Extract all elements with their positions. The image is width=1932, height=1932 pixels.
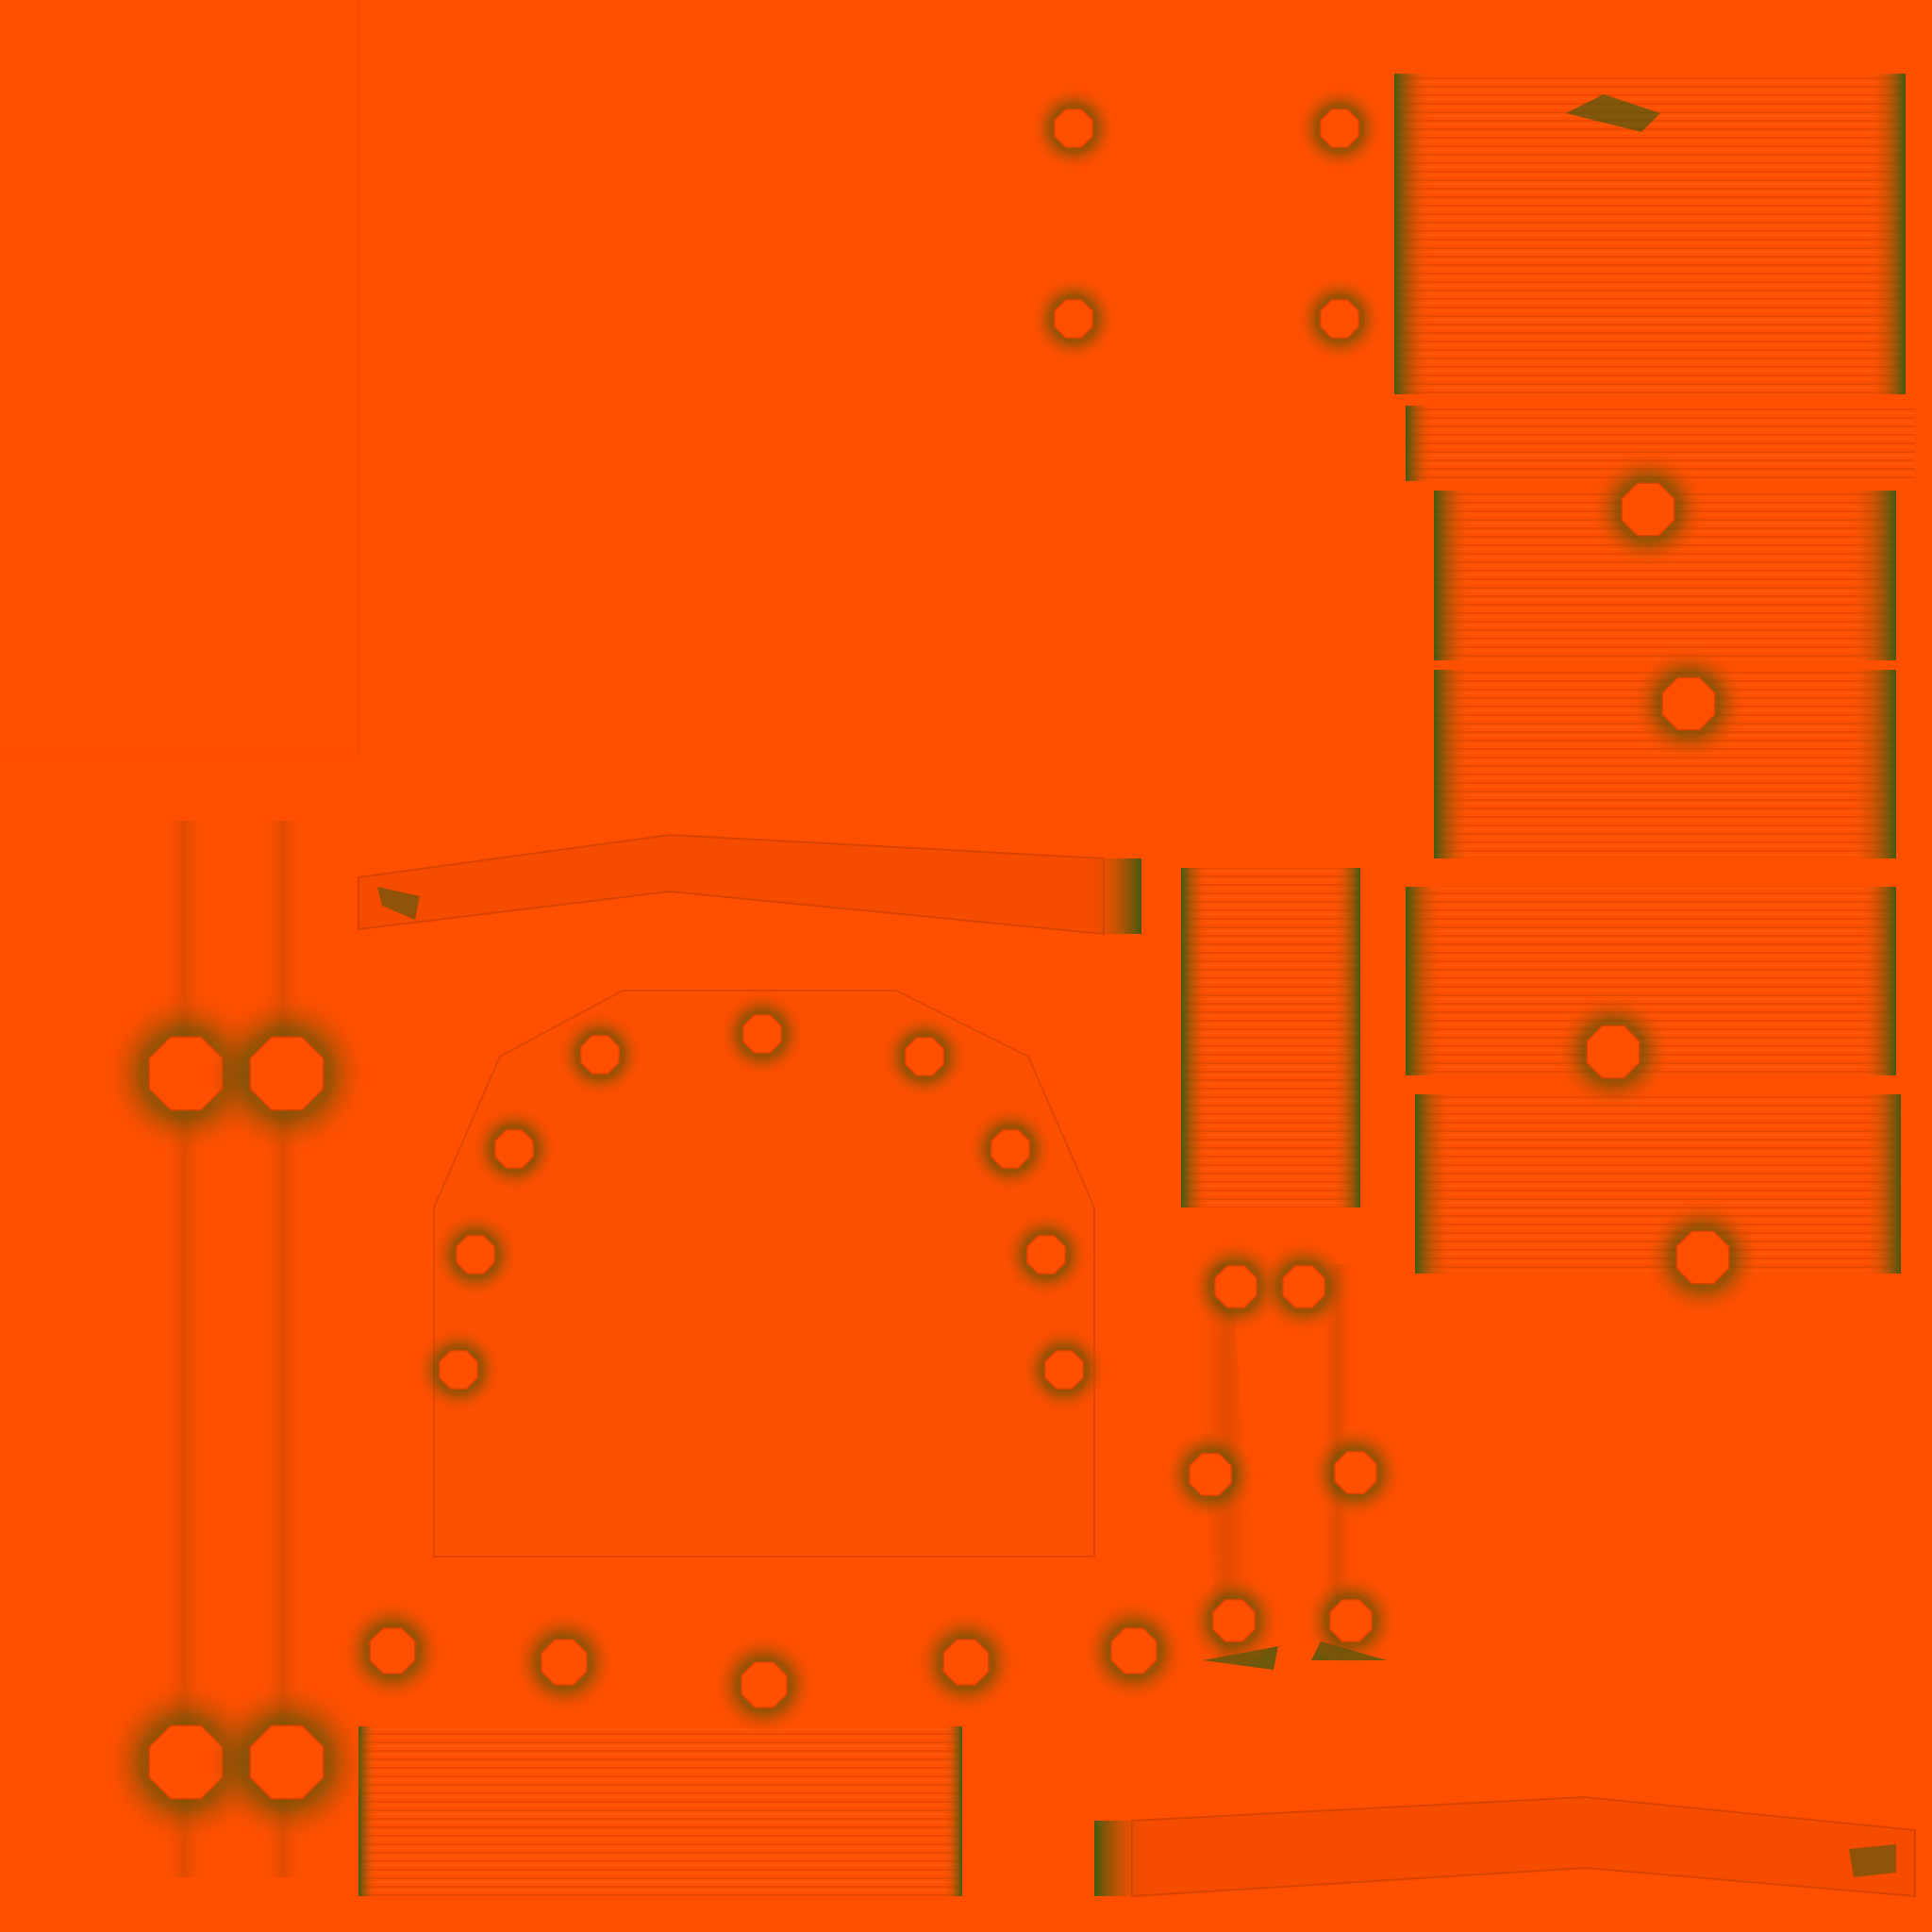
bolts (102, 84, 1762, 1846)
bolt-icon (203, 990, 371, 1158)
strip-group-bottom-left (358, 1726, 962, 1896)
bolt-icon (1082, 1599, 1186, 1703)
bolt-icon (1002, 1210, 1091, 1299)
angled-beam-top (358, 833, 1141, 936)
bolt-icon (1256, 1239, 1352, 1335)
island-top-left (0, 0, 359, 756)
bolt-icon (1020, 1325, 1108, 1414)
bolt-icon (1186, 1573, 1282, 1669)
bolt-icon (414, 1325, 503, 1414)
strip-group-middle (1181, 868, 1360, 1208)
bolt-icon (1295, 84, 1384, 173)
bolt-icon (1029, 84, 1118, 173)
bolt-icon (718, 990, 807, 1078)
bolt-icon (556, 1010, 644, 1099)
bolt-icon (1554, 992, 1673, 1111)
bolt-icon (1162, 1426, 1258, 1523)
bolt-icon (1303, 1573, 1399, 1669)
bolt-icon (1307, 1424, 1404, 1521)
bolt-icon (431, 1210, 520, 1299)
bolt-icon (341, 1599, 444, 1703)
bolt-icon (1629, 644, 1748, 763)
bolt-icon (1643, 1198, 1762, 1317)
bolt-icon (512, 1610, 616, 1714)
bolt-icon (914, 1610, 1018, 1714)
bolt-icon (203, 1678, 371, 1846)
arched-panel (433, 990, 1095, 1557)
bolt-icon (880, 1012, 969, 1101)
bolt-icon (712, 1633, 816, 1737)
angled-beam-bottom (1094, 1795, 1916, 1898)
bolt-icon (1188, 1239, 1284, 1335)
bolt-icon (1029, 275, 1118, 363)
bolt-icon (966, 1105, 1055, 1193)
bolt-icon (470, 1105, 558, 1193)
bolt-icon (1295, 275, 1384, 363)
bolt-icon (1589, 450, 1707, 569)
